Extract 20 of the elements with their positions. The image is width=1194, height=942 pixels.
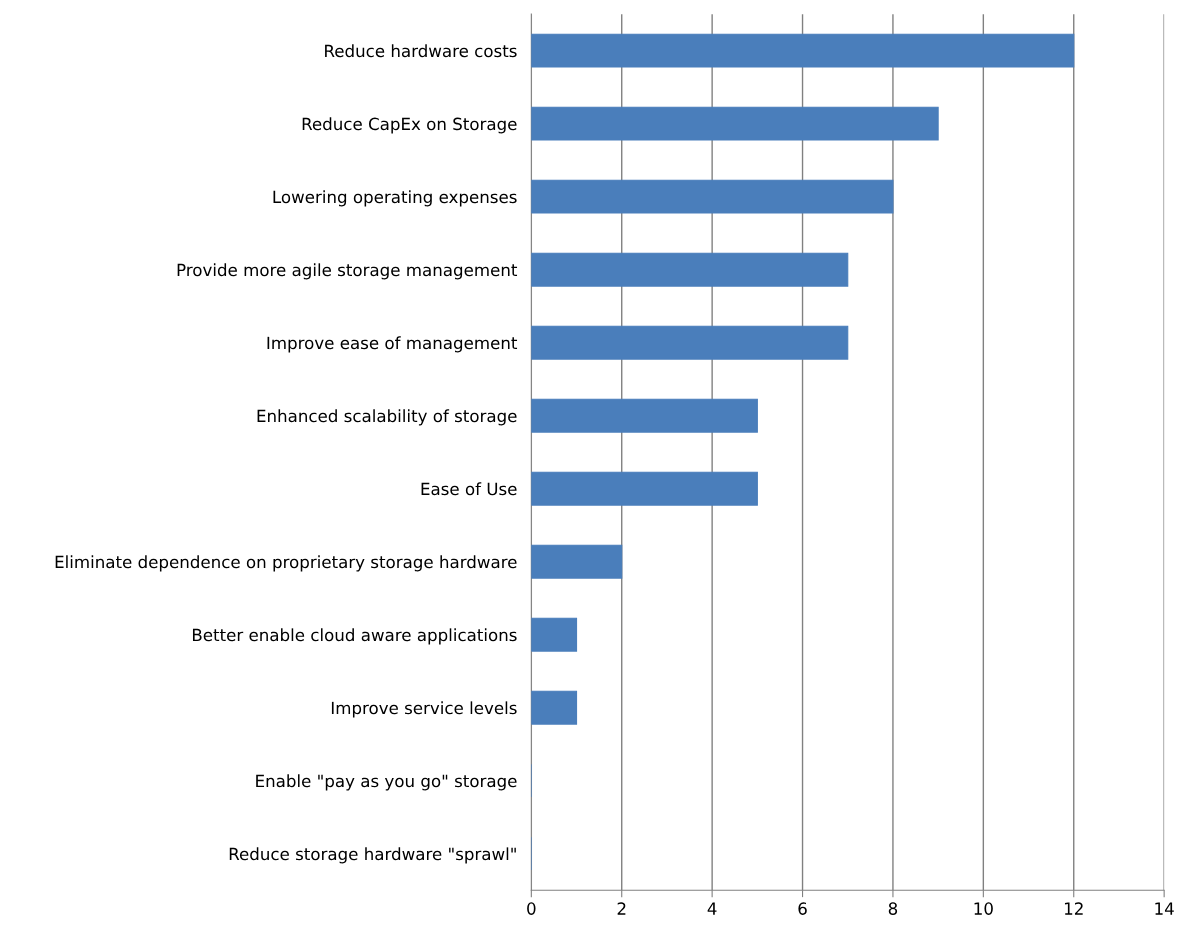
y-tick-label: Improve service levels: [331, 701, 517, 718]
x-tick-label: 14: [1155, 902, 1174, 915]
y-tick-label: Better enable cloud aware applications: [192, 628, 517, 645]
x-tick-label: 4: [707, 902, 717, 915]
x-tick-label: 0: [527, 902, 536, 915]
y-tick-label: Reduce hardware costs: [325, 44, 517, 58]
x-tick-label: 2: [617, 902, 626, 915]
y-tick-label: Eliminate dependence on proprietary storage hardware: [55, 555, 517, 572]
y-tick-label: Reduce storage hardware "sprawl": [229, 847, 516, 864]
x-tick-label: 12: [1064, 902, 1083, 915]
y-tick-label: Provide more agile storage management: [177, 263, 518, 280]
y-tick-label: Enhanced scalability of storage: [257, 409, 517, 426]
y-tick-label: Enable "pay as you go" storage: [256, 774, 517, 791]
x-tick-label: 8: [888, 902, 898, 915]
y-tick-label: Improve ease of management: [267, 336, 518, 353]
y-tick-label: Ease of Use: [421, 482, 517, 496]
y-tick-label: Lowering operating expenses: [273, 190, 517, 207]
y-tick-label: Reduce CapEx on Storage: [302, 117, 517, 134]
x-tick-label: 6: [798, 902, 807, 915]
x-tick-label: 10: [974, 902, 993, 915]
